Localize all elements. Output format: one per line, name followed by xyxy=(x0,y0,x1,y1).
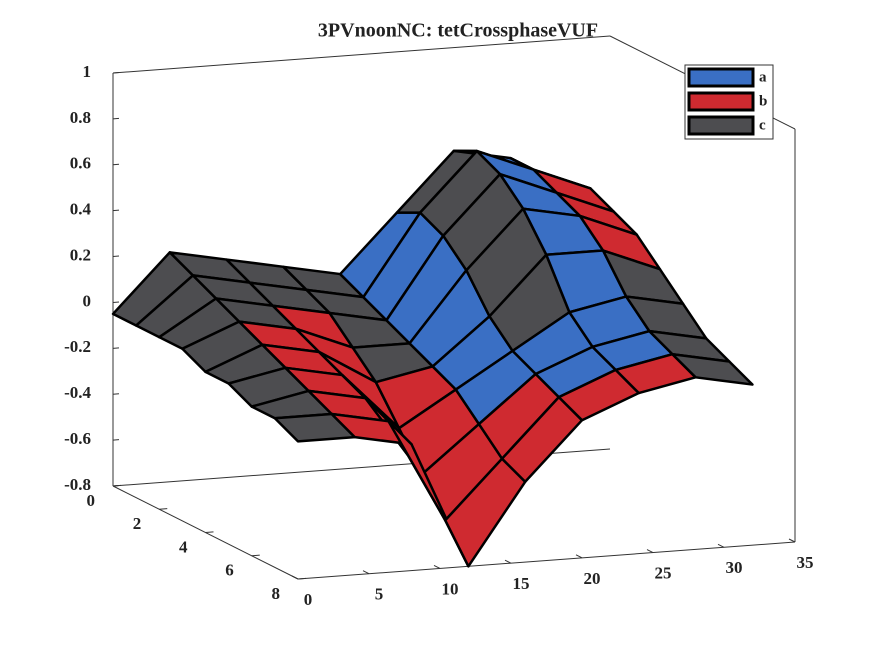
z-tick xyxy=(112,72,120,74)
z-tick-label: 0.4 xyxy=(70,200,92,219)
legend: abc xyxy=(684,64,774,140)
y-tick-label: 0 xyxy=(87,491,96,510)
y-tick-label: 6 xyxy=(225,561,234,580)
x-tick xyxy=(717,543,725,548)
legend-label: a xyxy=(759,69,767,85)
x-tick-label: 20 xyxy=(584,569,601,588)
z-tick xyxy=(112,117,120,120)
x-tick xyxy=(504,559,512,564)
legend-label: b xyxy=(759,93,767,109)
x-tick xyxy=(291,575,299,580)
x-tick xyxy=(362,570,370,575)
z-tick-label: 0 xyxy=(83,291,92,310)
x-tick xyxy=(646,549,654,554)
z-tick xyxy=(112,393,120,395)
z-tick xyxy=(112,439,120,441)
z-tick-label: 1 xyxy=(83,62,92,81)
z-tick xyxy=(112,347,120,349)
z-tick-label: -0.2 xyxy=(64,337,91,356)
z-tick xyxy=(112,255,120,258)
chart-title: 3PVnoonNC: tetCrossphaseVUF xyxy=(318,20,598,42)
z-tick xyxy=(112,163,120,166)
x-tick-label: 35 xyxy=(797,553,814,572)
z-tick-label: 0.6 xyxy=(70,154,91,173)
x-tick xyxy=(788,538,796,543)
x-axis xyxy=(297,541,796,580)
z-tick xyxy=(112,209,120,212)
y-tick xyxy=(159,508,168,510)
x-tick-label: 15 xyxy=(513,574,530,593)
z-tick-label: 0.2 xyxy=(70,245,91,264)
x-tick-label: 5 xyxy=(375,585,384,604)
box-edge xyxy=(112,35,611,74)
x-tick-label: 10 xyxy=(442,579,459,598)
surface xyxy=(111,149,754,568)
x-tick xyxy=(575,554,583,559)
legend-label: c xyxy=(759,117,766,133)
x-tick-label: 25 xyxy=(655,563,672,582)
z-tick-label: 0.8 xyxy=(70,108,91,127)
y-tick-label: 8 xyxy=(272,584,281,603)
z-tick-label: -0.4 xyxy=(64,383,91,402)
y-tick-label: 4 xyxy=(179,537,188,556)
surface-patch xyxy=(671,352,754,386)
legend-swatch xyxy=(687,67,755,88)
y-tick-label: 2 xyxy=(133,514,142,533)
z-tick xyxy=(112,301,120,303)
z-tick-label: -0.6 xyxy=(64,429,91,448)
x-tick xyxy=(433,564,441,569)
x-tick-label: 0 xyxy=(304,590,313,609)
legend-swatch xyxy=(687,91,755,112)
y-tick xyxy=(112,484,122,487)
y-tick xyxy=(205,531,214,533)
y-tick xyxy=(297,577,307,580)
x-tick-label: 30 xyxy=(726,558,743,577)
y-tick xyxy=(251,554,260,557)
z-tick-label: -0.8 xyxy=(64,475,91,494)
legend-swatch xyxy=(687,115,755,136)
